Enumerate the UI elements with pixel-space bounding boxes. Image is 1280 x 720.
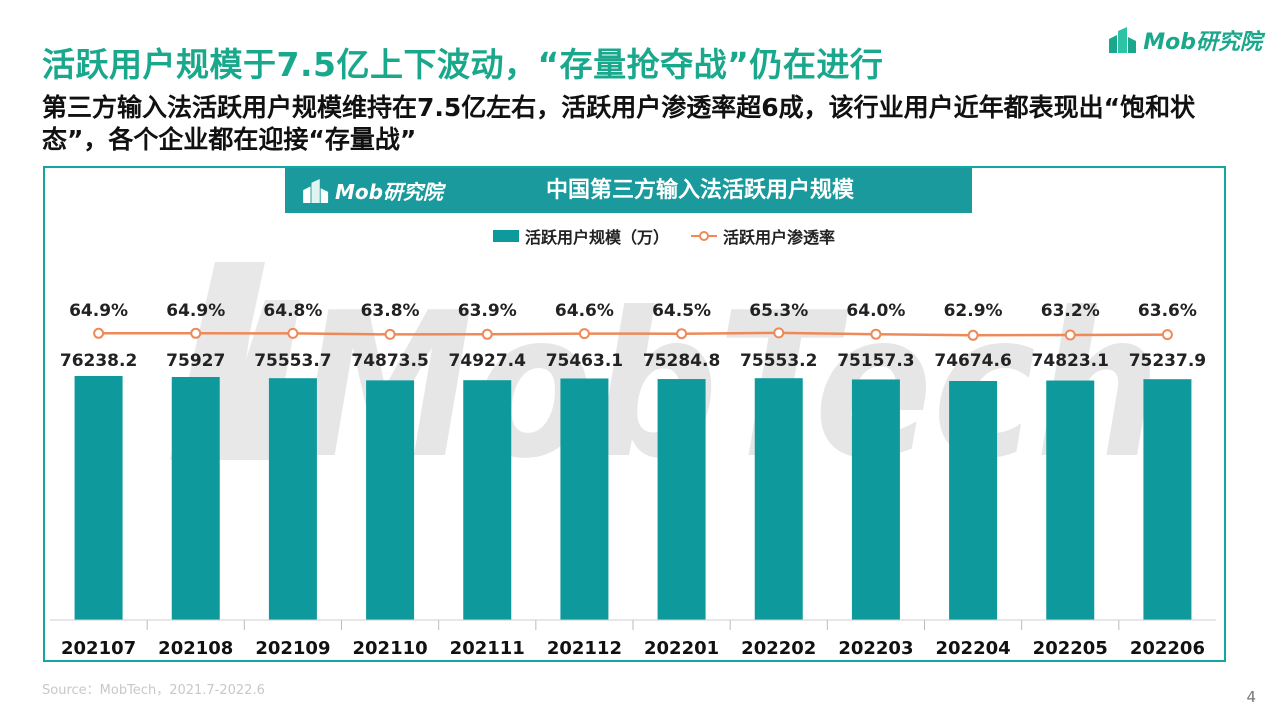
bar-202109 [268,378,317,620]
building-logo-icon [303,178,329,203]
x-axis: 202107 202108 202109 202110 202111 202112 2022… [50,619,1216,659]
line-point-202202 [773,327,785,339]
x-tick-label: 202204 [936,638,1011,659]
bar-value-label: 74927.4 [449,351,527,371]
building-logo-icon [1109,27,1137,53]
line-series [93,327,1173,341]
page-subtitle: 第三方输入法活跃用户规模维持在7.5亿左右，活跃用户渗透率超6成，该行业用户近年… [42,93,1196,154]
banner-logo: Mob研究院 [303,168,443,213]
bar-value-label: 74674.6 [934,351,1011,371]
bar-202206 [1143,379,1192,620]
bar-202111 [463,380,512,620]
data-labels: 76238.2 64.9% 75927 64.9% 75553.7 64.8% 74873.… [60,301,1206,371]
bar-value-label: 75284.8 [643,351,720,371]
bar-value-label: 75927 [166,351,225,371]
penetration-line [98,331,1168,337]
line-point-202107 [93,327,105,339]
brand-logo: Mob研究院 [1109,24,1262,56]
x-tick-label: 202202 [741,638,816,659]
chart-title: 中国第三方输入法活跃用户规模 [545,178,854,203]
source-note: Source：MobTech，2021.7-2022.6 [42,683,265,698]
bar-value-label: 75553.7 [254,351,331,371]
line-point-202109 [287,327,299,339]
line-value-label: 63.6% [1138,301,1197,321]
chart-frame [43,166,1226,662]
x-tick-label: 202205 [1033,638,1108,659]
line-value-label: 63.9% [458,301,517,321]
x-tick-label: 202112 [547,638,622,659]
chart-legend: 活跃用户规模（万） 活跃用户渗透率 [493,226,836,247]
bar-202202 [754,378,803,620]
x-tick-label: 202109 [255,638,330,659]
line-point-202112 [578,328,590,340]
line-point-202204 [967,329,979,341]
x-tick-label: 202206 [1130,638,1205,659]
line-value-label: 64.5% [652,301,711,321]
bar-202205 [1046,380,1095,620]
bar-202110 [366,380,415,620]
x-tick-label: 202108 [158,638,233,659]
line-value-label: 63.2% [1041,301,1100,321]
line-point-202203 [870,328,882,340]
bar-value-label: 76238.2 [60,351,137,371]
line-point-202108 [190,327,202,339]
bar-202112 [560,378,609,620]
line-value-label: 62.9% [944,301,1003,321]
bar-202201 [657,379,706,620]
legend-label-users: 活跃用户规模（万） [525,228,670,247]
line-value-label: 63.8% [361,301,420,321]
bar-202107 [74,376,123,620]
legend-line-swatch [691,231,718,241]
line-value-label: 64.9% [69,301,128,321]
bar-series [74,376,1192,620]
bar-value-label: 75553.2 [740,351,817,371]
bar-value-label: 74823.1 [1032,351,1109,371]
watermark: MobTech [170,262,1160,503]
x-tick-label: 202203 [838,638,913,659]
line-point-202111 [481,328,493,340]
page-number: 4 [1246,688,1256,706]
line-point-202110 [384,328,396,340]
bar-202203 [851,379,900,620]
banner-logo-text: Mob研究院 [335,180,443,204]
line-value-label: 64.8% [263,301,322,321]
line-point-202201 [676,328,688,340]
x-tick-label: 202201 [644,638,719,659]
bar-value-label: 74873.5 [351,351,428,371]
brand-logo-text: Mob研究院 [1143,30,1262,55]
page-title: 活跃用户规模于7.5亿上下波动，“存量抢夺战”仍在进行 [42,45,884,84]
line-value-label: 64.6% [555,301,614,321]
line-point-202206 [1161,329,1173,341]
x-tick-label: 202111 [450,638,525,659]
bar-value-label: 75237.9 [1129,351,1206,371]
legend-bar-swatch [493,230,519,242]
chart-title-banner: Mob研究院 中国第三方输入法活跃用户规模 [285,168,972,213]
watermark-text: MobTech [300,270,1160,503]
bar-value-label: 75157.3 [837,351,914,371]
bar-202204 [949,381,998,620]
line-value-label: 64.0% [846,301,905,321]
x-tick-label: 202110 [353,638,428,659]
x-tick-label: 202107 [61,638,136,659]
line-value-label: 65.3% [749,301,808,321]
legend-label-penetration: 活跃用户渗透率 [723,228,836,247]
bar-202108 [171,376,220,620]
line-value-label: 64.9% [166,301,225,321]
bar-value-label: 75463.1 [546,351,623,371]
line-point-202205 [1064,329,1076,341]
